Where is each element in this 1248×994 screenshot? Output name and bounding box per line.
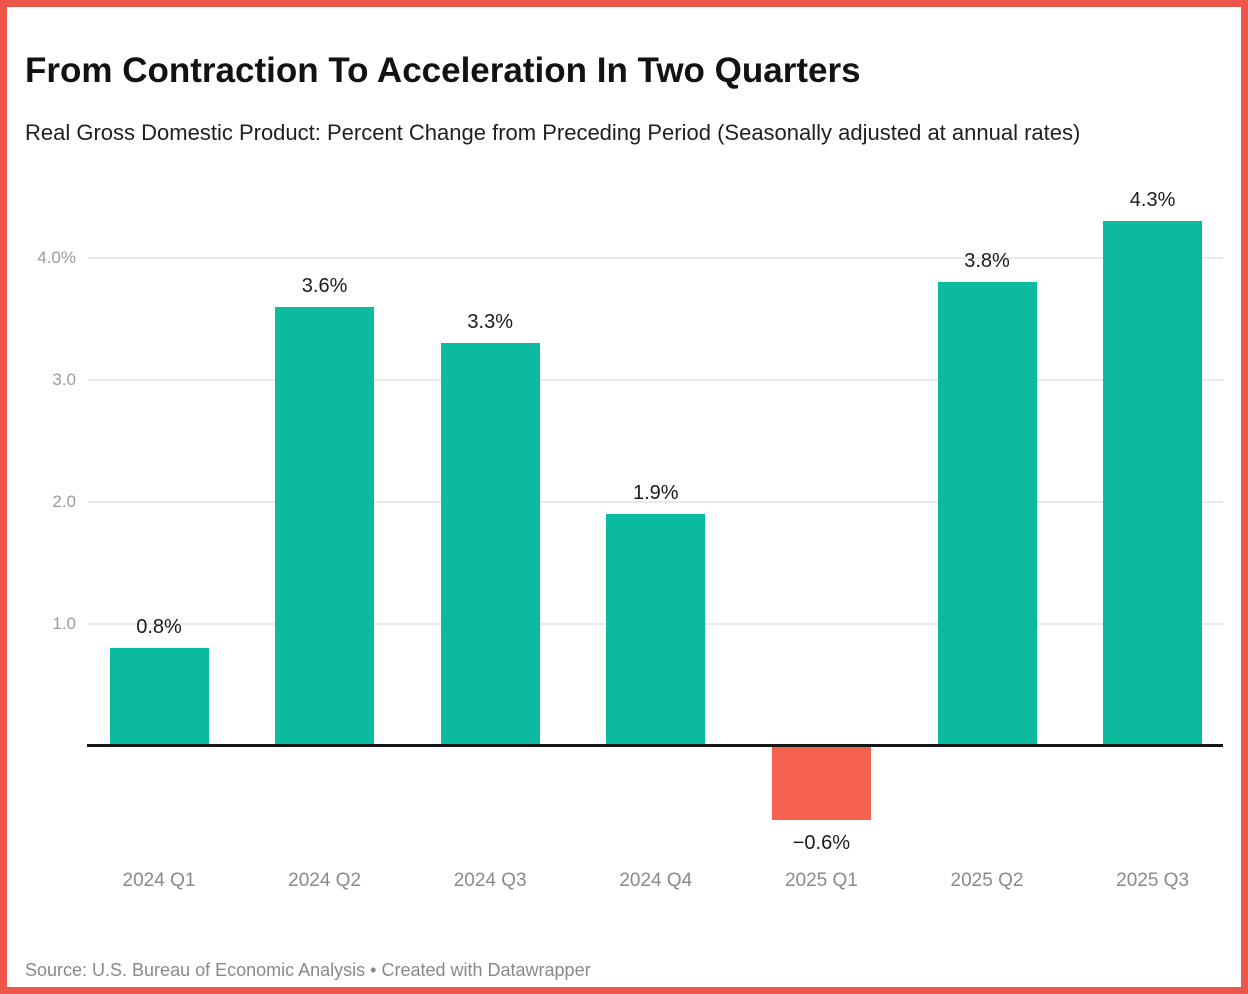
- x-tick-label: 2025 Q1: [784, 870, 858, 891]
- x-tick-label: 2024 Q3: [453, 870, 527, 891]
- bar-value-label: 3.6%: [301, 274, 348, 297]
- bar-2025-q3[interactable]: [1103, 221, 1203, 746]
- bar-value-label: −0.6%: [792, 832, 851, 855]
- x-tick-label: 2025 Q2: [950, 870, 1024, 891]
- bar-value-label: 3.8%: [964, 250, 1010, 273]
- chart-subtitle: Real Gross Domestic Product: Percent Cha…: [25, 120, 1081, 145]
- y-gridline: [88, 257, 1223, 259]
- source-attribution: Source: U.S. Bureau of Economic Analysis…: [25, 960, 591, 980]
- x-tick-label: 2024 Q2: [288, 870, 362, 891]
- y-tick-label: 4.0%: [37, 248, 76, 267]
- y-tick-label: 1.0: [52, 614, 76, 633]
- chart-title: From Contraction To Acceleration In Two …: [25, 51, 861, 91]
- bar-2024-q4[interactable]: [606, 514, 706, 746]
- bar-value-label: 3.3%: [467, 311, 513, 334]
- bar-value-label: 0.8%: [136, 616, 182, 639]
- y-gridline: [88, 379, 1223, 381]
- y-tick-label: 2.0: [52, 492, 76, 511]
- y-gridline: [88, 501, 1223, 503]
- x-axis-line: [87, 744, 1223, 747]
- x-tick-label: 2025 Q3: [1116, 870, 1190, 891]
- bar-2024-q1[interactable]: [109, 648, 209, 746]
- bar-2025-q2[interactable]: [937, 282, 1037, 746]
- y-tick-label: 3.0: [52, 370, 76, 389]
- x-tick-label: 2024 Q1: [122, 870, 196, 891]
- bar-value-label: 1.9%: [633, 482, 679, 505]
- bar-value-label: 4.3%: [1129, 189, 1176, 212]
- bar-2024-q3[interactable]: [440, 343, 540, 746]
- x-tick-label: 2024 Q4: [619, 870, 693, 891]
- bar-2025-q1[interactable]: [771, 747, 871, 821]
- bar-2024-q2[interactable]: [275, 306, 375, 746]
